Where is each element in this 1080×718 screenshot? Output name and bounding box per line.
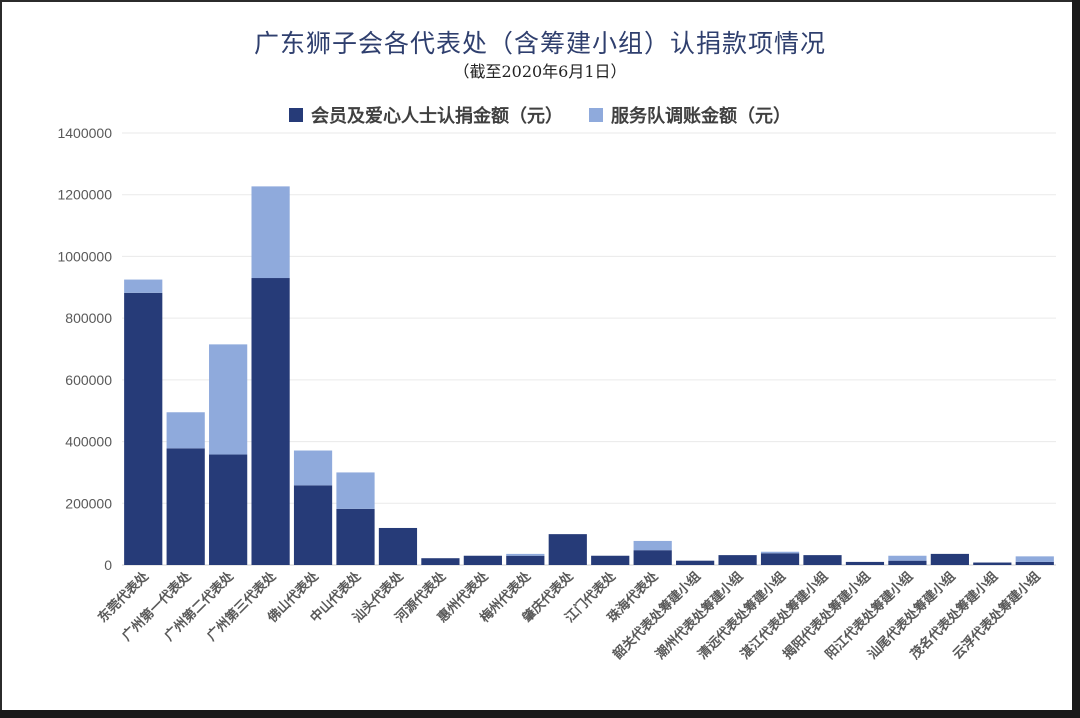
chart-title: 广东狮子会各代表处（含筹建小组）认捐款项情况 <box>253 29 826 58</box>
bar-series1 <box>888 560 927 565</box>
legend-label-series2: 服务队调账金额（元） <box>611 106 791 127</box>
y-tick-label: 600000 <box>65 372 112 388</box>
y-tick-label: 1000000 <box>57 248 112 264</box>
bar-series1 <box>760 553 800 565</box>
bar-series1 <box>718 555 757 565</box>
bar-series2 <box>506 553 545 556</box>
y-tick-label: 200000 <box>65 495 112 511</box>
bar-series1 <box>676 560 715 565</box>
frame-border-right <box>1072 0 1080 718</box>
bar-series1 <box>845 561 885 565</box>
bar-series2 <box>336 472 375 509</box>
bar-series1 <box>633 550 672 565</box>
bar-series2 <box>166 412 205 449</box>
bar-series1 <box>591 555 630 565</box>
bar-series1 <box>973 562 1012 565</box>
frame-border-bottom <box>0 710 1080 718</box>
bar-series2 <box>888 555 927 561</box>
chart-legend: 会员及爱心人士认捐金额（元） 服务队调账金额（元） <box>0 102 1080 128</box>
bar-series1 <box>293 485 333 565</box>
chart-subtitle: （截至2020年6月1日） <box>453 62 627 81</box>
legend-label-series1: 会员及爱心人士认捐金额（元） <box>311 106 563 127</box>
bar-series1 <box>548 534 587 565</box>
bar-series1 <box>421 558 460 565</box>
y-tick-label: 1400000 <box>57 125 112 141</box>
bar-series2 <box>633 540 672 551</box>
bar-series2 <box>209 344 248 455</box>
frame-border-top <box>0 0 1080 2</box>
legend-swatch-series2 <box>589 108 603 122</box>
y-tick-label: 800000 <box>65 310 112 326</box>
bar-series1 <box>251 278 290 565</box>
legend-item-series2: 服务队调账金额（元） <box>589 102 791 128</box>
bar-series2 <box>124 279 163 293</box>
bar-series1 <box>1015 561 1054 565</box>
bar-series1 <box>209 454 248 565</box>
y-tick-label: 1200000 <box>57 187 112 203</box>
bar-series1 <box>124 292 163 565</box>
legend-swatch-series1 <box>289 108 303 122</box>
bar-series1 <box>166 448 205 565</box>
y-tick-label: 0 <box>104 557 112 573</box>
bar-series2 <box>760 551 800 554</box>
bar-series1 <box>930 553 969 565</box>
bar-series1 <box>336 508 375 565</box>
bar-series1 <box>803 555 842 565</box>
frame-border-left <box>0 0 2 718</box>
bar-series2 <box>251 186 290 279</box>
bar-series2 <box>293 450 333 486</box>
y-tick-label: 400000 <box>65 434 112 450</box>
bar-series1 <box>463 555 502 565</box>
bar-series1 <box>506 555 545 565</box>
legend-item-series1: 会员及爱心人士认捐金额（元） <box>289 102 563 128</box>
bar-series1 <box>378 527 418 565</box>
bar-series2 <box>1015 556 1054 562</box>
